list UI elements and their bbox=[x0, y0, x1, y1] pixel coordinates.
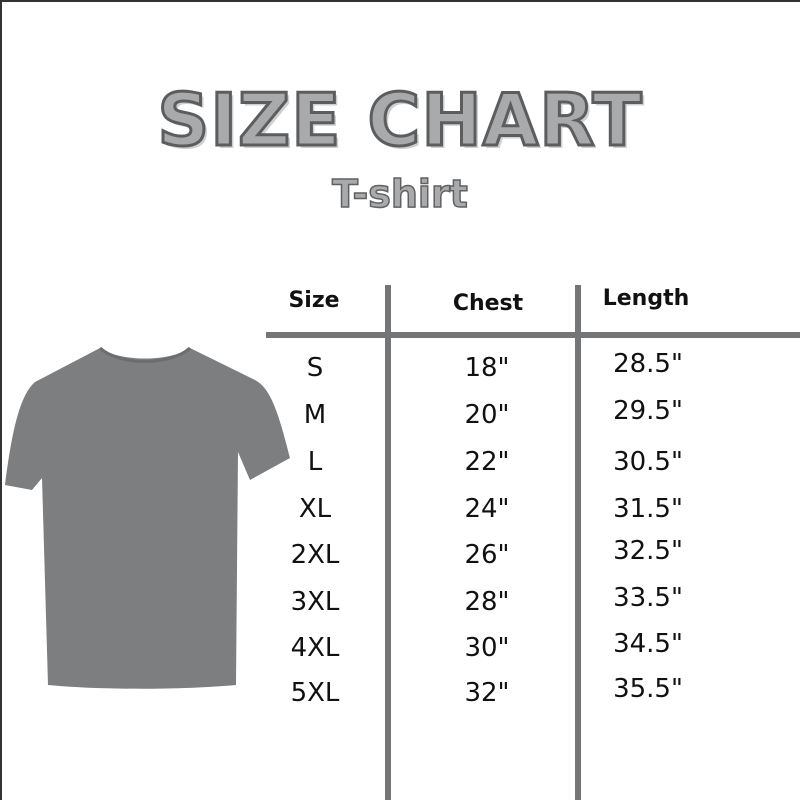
tshirt-shape bbox=[5, 348, 290, 689]
column-divider bbox=[385, 285, 391, 800]
cell-size: 2XL bbox=[290, 540, 340, 570]
cell-length: 32.5" bbox=[613, 536, 683, 566]
cell-size: XL bbox=[298, 494, 332, 524]
cell-chest: 30" bbox=[464, 633, 510, 663]
cell-chest: 24" bbox=[464, 494, 510, 524]
page-subtitle: T-shirt bbox=[331, 171, 468, 217]
cell-size: S bbox=[306, 353, 324, 383]
page-title: SIZE CHART bbox=[156, 77, 643, 164]
cell-length: 29.5" bbox=[613, 396, 683, 426]
cell-length: 28.5" bbox=[613, 349, 683, 379]
cell-chest: 28" bbox=[464, 587, 510, 617]
cell-chest: 18" bbox=[464, 353, 510, 383]
cell-size: 3XL bbox=[290, 587, 340, 617]
cell-chest: 26" bbox=[464, 540, 510, 570]
cell-chest: 22" bbox=[464, 447, 510, 477]
header-divider bbox=[266, 332, 800, 338]
cell-length: 35.5" bbox=[613, 674, 683, 704]
cell-size: M bbox=[303, 400, 327, 430]
cell-size: L bbox=[307, 447, 323, 477]
tshirt-collar bbox=[98, 346, 192, 363]
header-chest: Chest bbox=[452, 291, 524, 316]
cell-length: 33.5" bbox=[613, 583, 683, 613]
cell-chest: 32" bbox=[464, 678, 510, 708]
header-length: Length bbox=[602, 286, 690, 311]
tshirt-illustration bbox=[5, 346, 290, 689]
header-size: Size bbox=[288, 288, 340, 313]
cell-size: 5XL bbox=[290, 678, 340, 708]
cell-chest: 20" bbox=[464, 400, 510, 430]
cell-length: 34.5" bbox=[613, 629, 683, 659]
column-divider bbox=[575, 285, 581, 800]
cell-size: 4XL bbox=[290, 633, 340, 663]
cell-length: 30.5" bbox=[613, 447, 683, 477]
cell-length: 31.5" bbox=[613, 494, 683, 524]
